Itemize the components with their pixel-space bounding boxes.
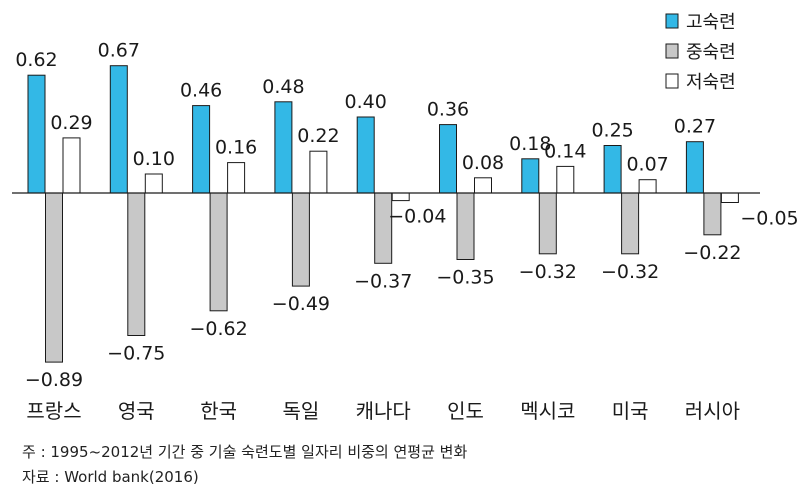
data-label: 0.36 xyxy=(427,99,469,121)
bar-고숙련-멕시코 xyxy=(521,158,540,194)
bar-중숙련-러시아 xyxy=(703,192,722,236)
data-label: 0.10 xyxy=(133,148,175,170)
bar-고숙련-영국 xyxy=(109,65,128,194)
bar-저숙련-러시아 xyxy=(720,192,739,203)
bar-저숙련-미국 xyxy=(638,179,657,194)
data-label: 0.67 xyxy=(98,40,140,62)
data-label: −0.35 xyxy=(436,267,494,289)
data-label: −0.05 xyxy=(740,208,798,230)
data-label: 0.29 xyxy=(50,112,92,134)
bar-중숙련-한국 xyxy=(209,192,228,312)
data-label: −0.89 xyxy=(25,369,83,391)
bar-중숙련-미국 xyxy=(621,192,640,255)
legend-swatch xyxy=(665,13,679,29)
bar-고숙련-캐나다 xyxy=(356,116,375,194)
bar-저숙련-인도 xyxy=(474,177,492,194)
chart-source: 자료 : World bank(2016) xyxy=(22,468,199,486)
bar-중숙련-독일 xyxy=(291,192,310,287)
legend-label: 저숙련 xyxy=(686,72,736,93)
category-label: 영국 xyxy=(118,399,155,423)
bar-저숙련-영국 xyxy=(144,173,163,194)
bar-저숙련-독일 xyxy=(309,150,328,194)
data-label: −0.75 xyxy=(107,343,165,365)
data-label: −0.62 xyxy=(189,318,247,340)
category-label: 인도 xyxy=(447,399,484,423)
data-label: 0.25 xyxy=(591,120,633,142)
bar-고숙련-인도 xyxy=(439,124,457,194)
category-label: 캐나다 xyxy=(356,399,411,423)
category-label: 한국 xyxy=(200,399,237,423)
data-label: 0.16 xyxy=(215,137,257,159)
data-label: 0.22 xyxy=(297,125,339,147)
data-label: −0.32 xyxy=(601,261,659,283)
legend-swatch xyxy=(665,43,679,59)
category-label: 멕시코 xyxy=(520,399,575,423)
bar-고숙련-미국 xyxy=(603,145,622,194)
chart-note: 주 : 1995~2012년 기간 중 기술 숙련도별 일자리 비중의 연평균 … xyxy=(22,443,468,461)
data-label: −0.22 xyxy=(683,242,741,264)
legend-swatch xyxy=(665,73,679,89)
legend-label: 고숙련 xyxy=(686,12,736,33)
data-label: 0.62 xyxy=(15,49,57,71)
bar-저숙련-캐나다 xyxy=(391,192,410,202)
data-label: −0.49 xyxy=(272,293,330,315)
data-label: 0.27 xyxy=(674,116,716,138)
category-label: 독일 xyxy=(282,399,319,423)
data-label: −0.37 xyxy=(354,270,412,292)
data-label: 0.14 xyxy=(544,140,586,162)
bar-중숙련-캐나다 xyxy=(374,192,393,264)
bar-중숙련-인도 xyxy=(456,192,475,260)
data-label: 0.46 xyxy=(180,80,222,102)
bar-고숙련-프랑스 xyxy=(27,74,46,194)
bar-저숙련-프랑스 xyxy=(62,137,81,194)
bar-고숙련-한국 xyxy=(192,105,211,194)
bar-저숙련-한국 xyxy=(227,162,246,194)
data-label: 0.08 xyxy=(462,152,504,174)
bar-중숙련-영국 xyxy=(127,192,146,336)
data-label: 0.18 xyxy=(509,133,551,155)
legend-label: 중숙련 xyxy=(686,42,736,63)
bar-고숙련-러시아 xyxy=(685,141,704,194)
bar-고숙련-독일 xyxy=(274,101,293,194)
category-label: 프랑스 xyxy=(26,399,81,423)
category-label: 미국 xyxy=(612,399,649,423)
data-label: 0.40 xyxy=(345,91,387,113)
data-label: −0.32 xyxy=(519,261,577,283)
data-label: 0.48 xyxy=(262,76,304,98)
category-label: 러시아 xyxy=(685,399,740,423)
bar-중숙련-멕시코 xyxy=(538,192,557,255)
data-label: 0.07 xyxy=(626,154,668,176)
bar-저숙련-멕시코 xyxy=(556,165,575,194)
bar-중숙련-프랑스 xyxy=(45,192,63,363)
data-label: −0.04 xyxy=(388,206,446,228)
